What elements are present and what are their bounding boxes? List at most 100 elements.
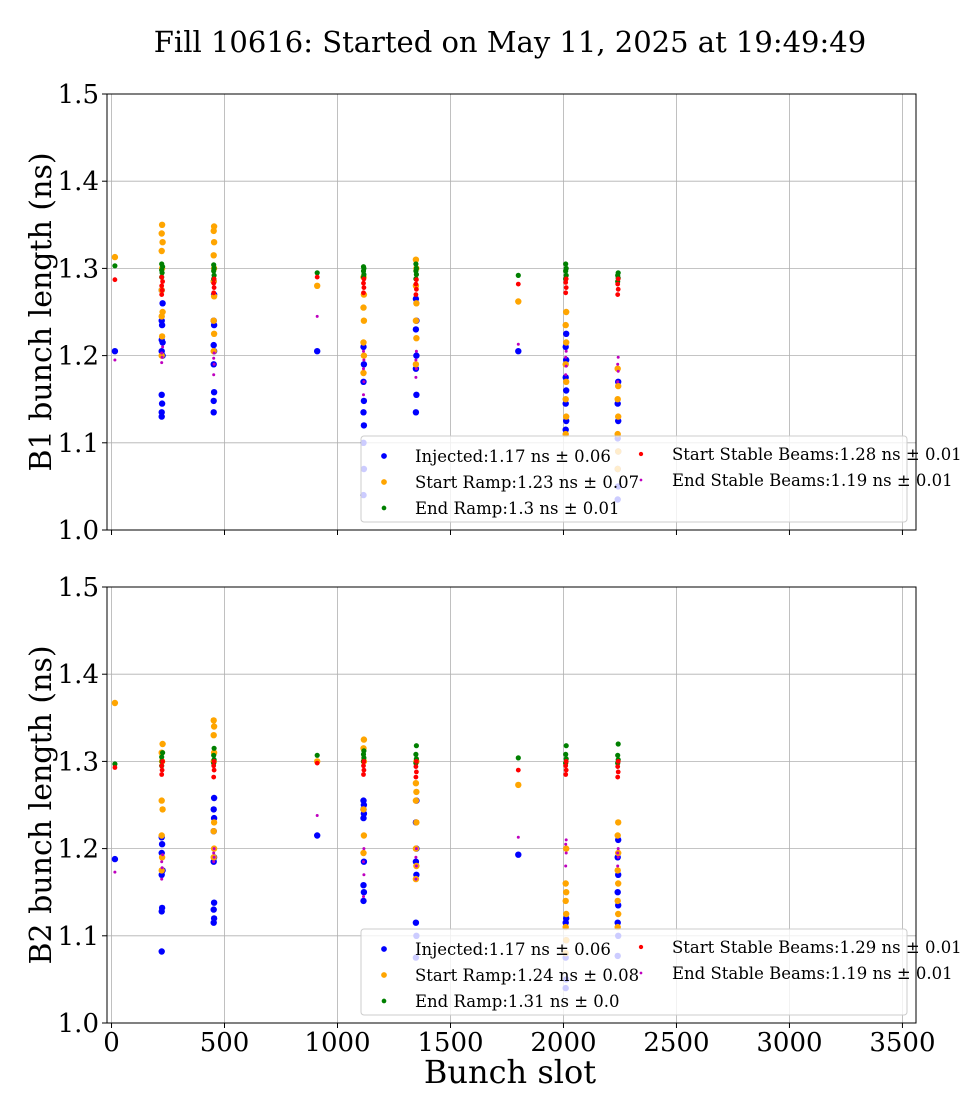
data-point bbox=[315, 814, 319, 817]
data-point bbox=[515, 281, 521, 287]
data-point bbox=[211, 290, 217, 296]
data-point bbox=[159, 274, 165, 280]
data-point bbox=[614, 867, 621, 874]
legend-marker bbox=[381, 946, 387, 952]
data-point bbox=[360, 806, 367, 813]
data-point bbox=[361, 290, 366, 296]
data-point bbox=[563, 339, 570, 346]
data-point bbox=[212, 855, 216, 859]
data-point bbox=[616, 362, 620, 366]
legend-label: Injected:1.17 ns ± 0.06 bbox=[415, 940, 611, 959]
data-point bbox=[562, 321, 569, 329]
data-point bbox=[210, 828, 217, 835]
data-point bbox=[112, 277, 118, 283]
data-point bbox=[210, 899, 218, 906]
data-point bbox=[158, 832, 165, 839]
data-point bbox=[516, 835, 520, 839]
legend-marker bbox=[638, 944, 644, 950]
legend-label: Start Stable Beams:1.28 ns ± 0.01 bbox=[672, 445, 960, 464]
x-tick-label: 1000 bbox=[304, 1028, 370, 1058]
data-point bbox=[412, 326, 420, 333]
data-point bbox=[361, 280, 366, 286]
data-point bbox=[563, 910, 570, 918]
b1-panel: 1.0 1.1 1.2 1.3 1.4 1.5 B1 bunch length (ns) In… bbox=[24, 80, 960, 546]
x-tick-label: 2000 bbox=[530, 1028, 596, 1058]
data-point bbox=[563, 290, 569, 296]
data-point bbox=[361, 767, 367, 773]
data-point bbox=[360, 882, 367, 889]
data-point bbox=[413, 300, 420, 307]
data-point bbox=[159, 283, 165, 289]
legend-marker bbox=[381, 453, 387, 459]
data-point bbox=[615, 880, 622, 887]
data-point bbox=[314, 274, 320, 280]
data-point bbox=[158, 391, 165, 398]
data-point bbox=[210, 223, 218, 230]
data-point bbox=[314, 832, 321, 839]
x-tick-label: 3000 bbox=[756, 1028, 822, 1058]
data-point bbox=[563, 845, 570, 852]
data-point bbox=[360, 361, 368, 368]
data-point bbox=[158, 230, 165, 237]
data-point bbox=[414, 358, 418, 362]
data-point bbox=[210, 341, 217, 349]
data-point bbox=[360, 264, 367, 270]
data-point bbox=[210, 409, 217, 416]
data-point bbox=[360, 422, 368, 429]
data-point bbox=[414, 855, 418, 859]
data-point bbox=[412, 409, 420, 416]
data-point bbox=[159, 740, 166, 748]
data-point bbox=[360, 369, 367, 377]
legend-marker bbox=[638, 451, 644, 457]
data-point bbox=[210, 317, 217, 324]
data-point bbox=[210, 906, 217, 913]
data-point bbox=[160, 351, 164, 355]
y-tick-label: 1.1 bbox=[58, 429, 99, 459]
data-point bbox=[412, 361, 420, 368]
data-point bbox=[314, 760, 320, 766]
data-point bbox=[413, 335, 420, 342]
data-point bbox=[515, 767, 521, 773]
data-point bbox=[562, 426, 569, 433]
data-point bbox=[414, 847, 418, 851]
data-point bbox=[211, 745, 217, 751]
legend-label: End Ramp:1.31 ns ± 0.0 bbox=[415, 992, 620, 1011]
data-point bbox=[362, 393, 365, 397]
data-point bbox=[210, 732, 217, 739]
data-point bbox=[615, 270, 621, 276]
data-point bbox=[562, 400, 569, 407]
data-point bbox=[564, 842, 568, 846]
data-point bbox=[361, 285, 367, 290]
data-point bbox=[210, 239, 218, 246]
data-point bbox=[563, 889, 570, 896]
legend-label: End Stable Beams:1.19 ns ± 0.01 bbox=[672, 471, 953, 490]
y-tick-label: 1.3 bbox=[58, 747, 99, 777]
data-point bbox=[413, 788, 420, 796]
data-point bbox=[160, 361, 164, 365]
data-point bbox=[414, 367, 418, 371]
data-point bbox=[111, 348, 119, 355]
data-point bbox=[564, 364, 568, 368]
data-point bbox=[515, 755, 521, 761]
data-point bbox=[615, 281, 621, 287]
data-point bbox=[360, 397, 368, 405]
data-point bbox=[563, 413, 570, 420]
legend-box bbox=[360, 435, 908, 523]
y-tick-label: 1.2 bbox=[58, 342, 99, 372]
data-point bbox=[616, 380, 620, 384]
data-point bbox=[113, 870, 117, 874]
data-point bbox=[362, 895, 365, 899]
data-point bbox=[160, 750, 166, 756]
data-point bbox=[413, 774, 419, 780]
data-point bbox=[212, 851, 216, 855]
data-point bbox=[362, 860, 365, 864]
data-point bbox=[161, 853, 165, 857]
data-point bbox=[515, 781, 522, 789]
data-point bbox=[314, 752, 320, 758]
x-tick-label: 3500 bbox=[869, 1028, 935, 1058]
data-point bbox=[210, 915, 218, 922]
data-point bbox=[413, 764, 419, 769]
data-point bbox=[360, 897, 367, 905]
data-point bbox=[360, 736, 368, 743]
